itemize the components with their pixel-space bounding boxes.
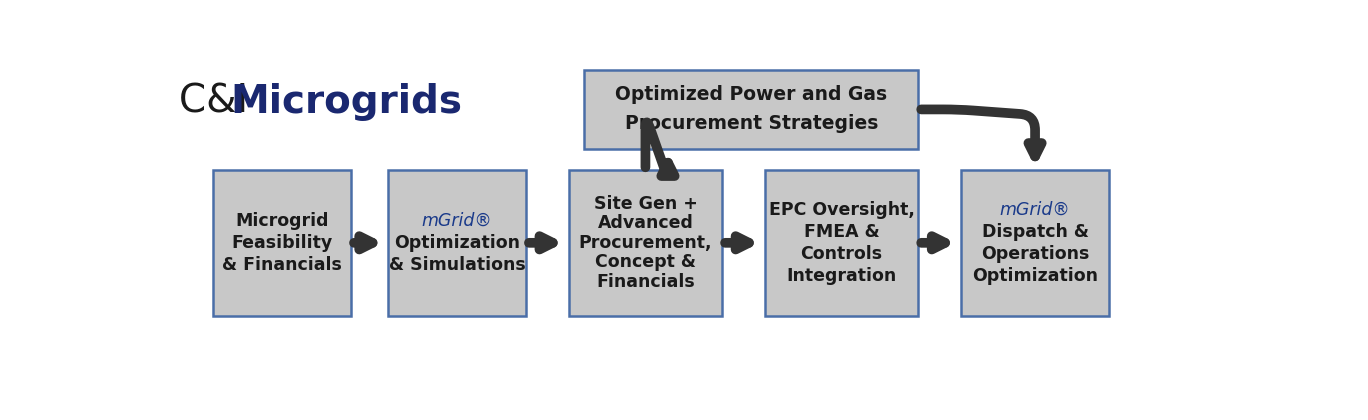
FancyBboxPatch shape: [213, 170, 352, 315]
Text: FMEA &: FMEA &: [804, 223, 880, 241]
FancyArrowPatch shape: [921, 110, 1041, 156]
Text: Optimization: Optimization: [973, 267, 1099, 285]
Text: Concept &: Concept &: [595, 253, 696, 271]
Text: Optimization: Optimization: [394, 234, 520, 252]
Text: Site Gen +: Site Gen +: [594, 195, 698, 213]
Text: & Simulations: & Simulations: [389, 256, 525, 274]
Text: Integration: Integration: [787, 267, 896, 285]
FancyBboxPatch shape: [765, 170, 918, 315]
Text: Procurement Strategies: Procurement Strategies: [625, 115, 878, 134]
Text: Dispatch &: Dispatch &: [982, 223, 1089, 241]
Text: Microgrid: Microgrid: [235, 212, 330, 230]
Text: C&I: C&I: [179, 83, 261, 121]
Text: Financials: Financials: [596, 273, 695, 291]
Text: mGrid®: mGrid®: [421, 212, 492, 230]
FancyArrowPatch shape: [646, 122, 674, 176]
FancyBboxPatch shape: [584, 70, 918, 149]
Text: Controls: Controls: [800, 245, 882, 263]
FancyBboxPatch shape: [569, 170, 722, 315]
Text: Feasibility: Feasibility: [231, 234, 332, 252]
Text: Microgrids: Microgrids: [230, 83, 462, 121]
FancyBboxPatch shape: [960, 170, 1109, 315]
Text: Optimized Power and Gas: Optimized Power and Gas: [616, 85, 888, 104]
Text: mGrid®: mGrid®: [1000, 201, 1070, 219]
FancyBboxPatch shape: [389, 170, 527, 315]
Text: Advanced: Advanced: [598, 215, 694, 232]
Text: & Financials: & Financials: [223, 256, 342, 274]
Text: Procurement,: Procurement,: [579, 234, 713, 252]
Text: EPC Oversight,: EPC Oversight,: [769, 201, 915, 219]
Text: Operations: Operations: [981, 245, 1089, 263]
